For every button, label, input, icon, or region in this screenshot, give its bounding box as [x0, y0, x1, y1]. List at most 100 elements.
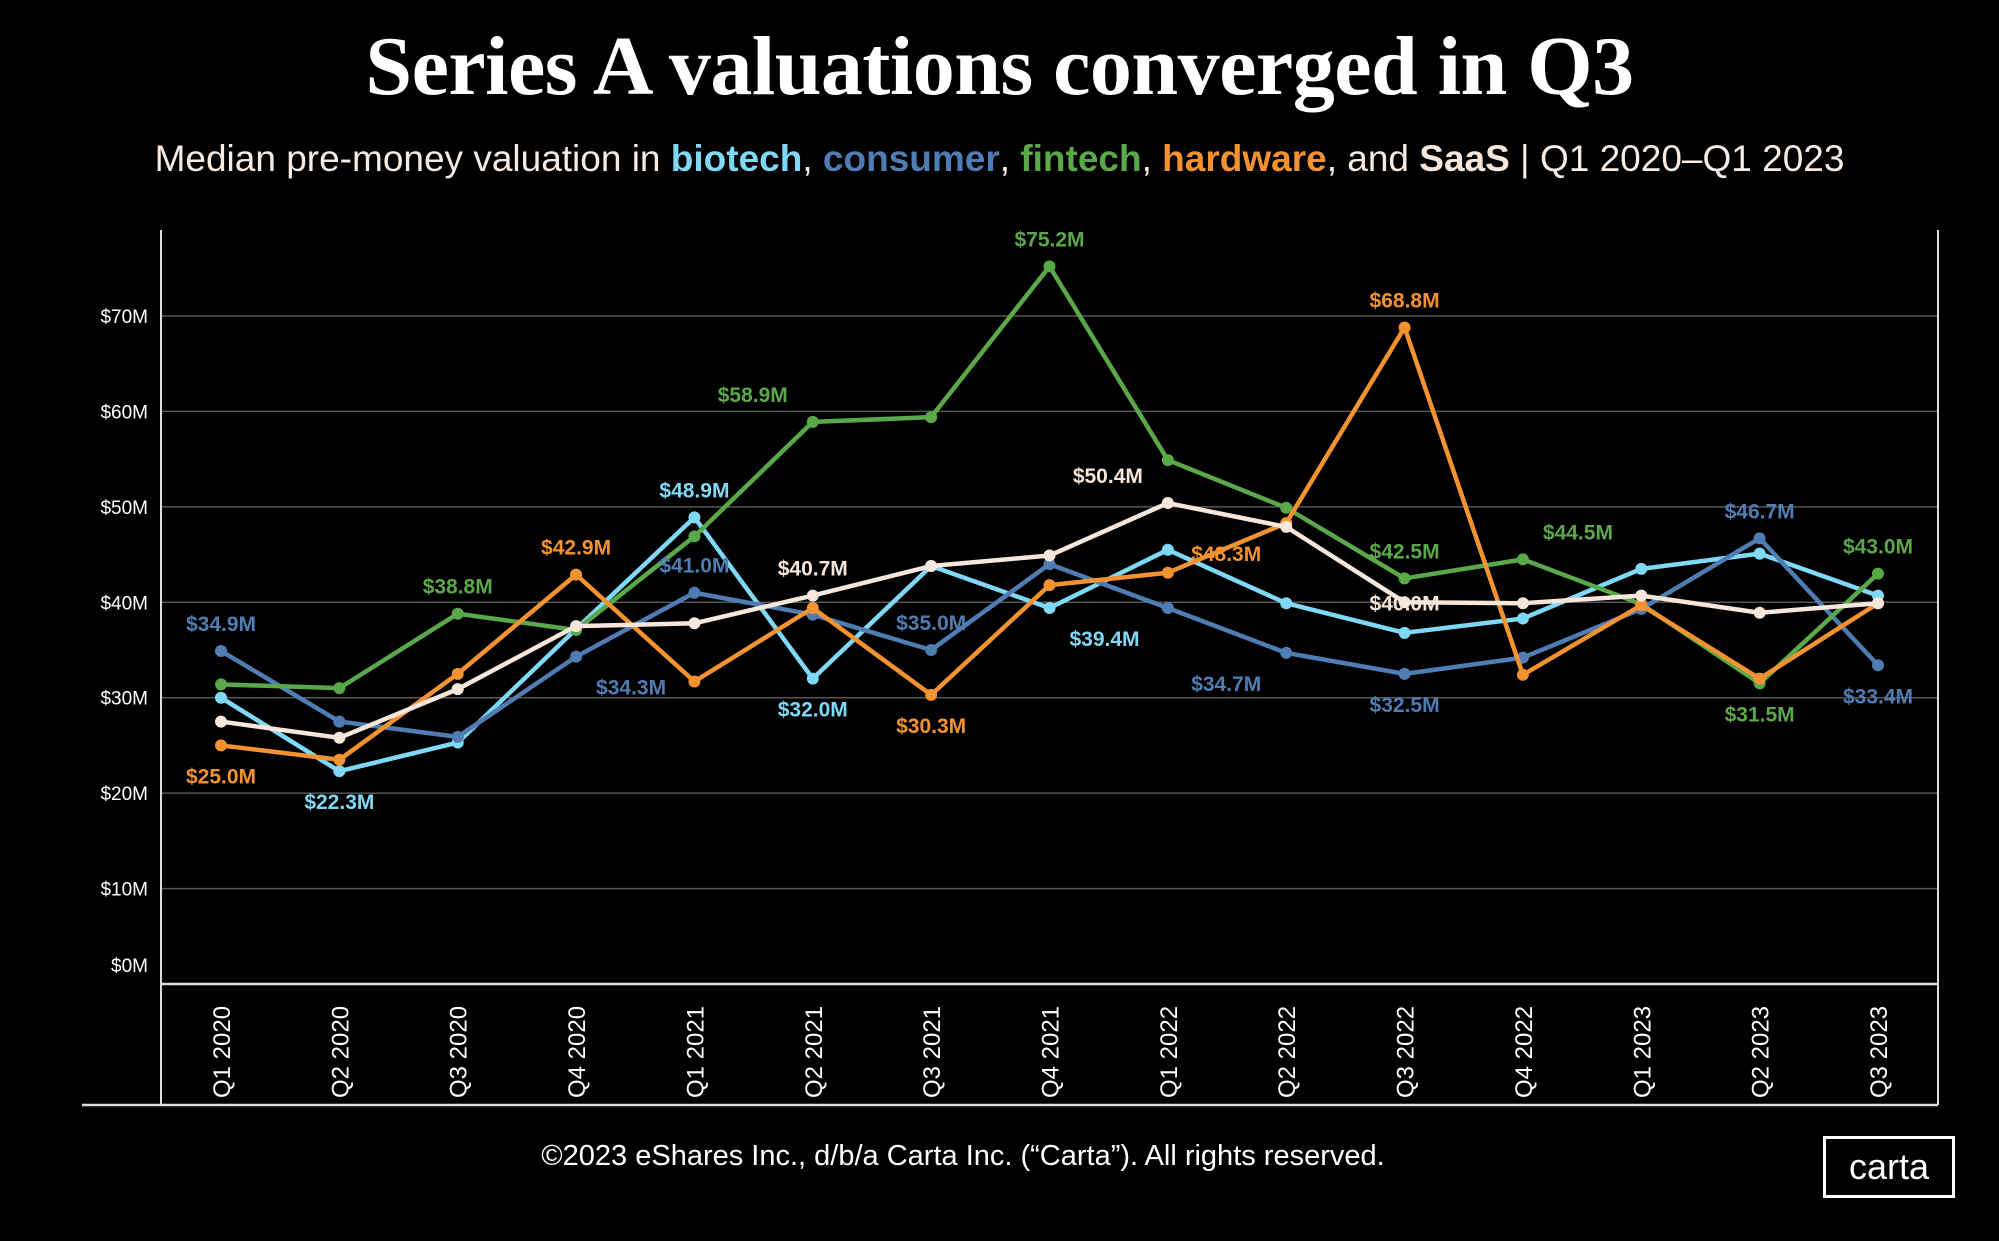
data-point-fintech	[451, 607, 464, 620]
data-point-consumer	[215, 644, 227, 657]
data-point-hardware	[333, 753, 346, 766]
data-point-hardware	[451, 667, 464, 680]
data-point-biotech	[688, 511, 701, 524]
subtitle-consumer: consumer	[822, 138, 1000, 179]
data-label-fintech: $75.2M	[1014, 228, 1084, 251]
data-label-fintech: $42.5M	[1370, 540, 1440, 563]
data-point-saas	[451, 683, 464, 696]
data-point-hardware	[925, 688, 938, 701]
data-point-saas	[1043, 549, 1056, 562]
x-tick-label: Q4 2022	[1511, 1006, 1538, 1098]
data-point-consumer	[333, 715, 346, 728]
data-point-biotech	[1753, 547, 1766, 560]
data-point-saas	[1872, 597, 1884, 610]
subtitle-sep: ,	[999, 138, 1021, 179]
x-tick-label: Q3 2022	[1393, 1006, 1420, 1098]
data-label-biotech: $22.3M	[304, 791, 374, 814]
data-point-fintech	[333, 682, 346, 695]
carta-logo: carta	[1823, 1136, 1955, 1198]
data-point-hardware	[1635, 599, 1648, 612]
data-label-biotech: $48.9M	[659, 479, 729, 502]
x-tick-label: Q1 2022	[1156, 1006, 1183, 1098]
chart-subtitle: Median pre-money valuation in biotech, c…	[0, 138, 1999, 180]
data-point-saas	[570, 620, 583, 633]
data-point-consumer	[1398, 667, 1411, 680]
data-point-biotech	[1280, 597, 1293, 610]
data-label-saas: $50.4M	[1073, 465, 1143, 488]
data-label-hardware: $30.3M	[896, 715, 966, 738]
data-point-hardware	[1753, 672, 1766, 685]
data-point-consumer	[1280, 646, 1293, 659]
data-label-saas: $40.0M	[1370, 592, 1440, 615]
subtitle-suffix: | Q1 2020–Q1 2023	[1509, 138, 1845, 179]
data-label-biotech: $39.4M	[1069, 628, 1139, 651]
data-point-consumer	[1161, 602, 1174, 615]
data-point-hardware	[1043, 579, 1056, 592]
data-point-consumer	[925, 644, 938, 656]
series-line-hardware	[220, 325, 1880, 762]
series-line-fintech	[220, 264, 1880, 691]
data-point-fintech	[688, 530, 701, 543]
data-point-hardware	[806, 602, 819, 615]
data-point-saas	[333, 731, 346, 744]
data-point-saas	[1161, 497, 1174, 510]
data-label-fintech: $38.8M	[423, 576, 493, 599]
subtitle-sep: ,	[1141, 138, 1163, 179]
data-label-consumer: $34.9M	[186, 613, 256, 636]
x-tick-label: Q3 2021	[919, 1006, 946, 1098]
data-point-biotech	[1043, 602, 1056, 615]
data-label-biotech: $32.0M	[778, 699, 848, 722]
x-tick-label: Q2 2021	[801, 1006, 828, 1098]
data-point-saas	[1398, 596, 1411, 609]
chart-title: Series A valuations converged in Q3	[365, 20, 1634, 113]
data-point-biotech	[1516, 612, 1529, 625]
data-point-biotech	[1398, 626, 1411, 639]
data-label-fintech: $43.0M	[1843, 536, 1913, 559]
data-point-fintech	[215, 678, 227, 691]
x-tick-label: Q4 2020	[564, 1006, 591, 1098]
data-point-fintech	[1872, 567, 1884, 580]
subtitle-biotech: biotech	[670, 138, 803, 179]
data-label-fintech: $58.9M	[718, 384, 788, 407]
x-tick-label: Q1 2023	[1629, 1006, 1656, 1098]
y-tick-label: $60M	[100, 402, 148, 423]
y-tick-label: $40M	[100, 593, 148, 614]
data-point-saas	[925, 560, 938, 573]
data-point-fintech	[1043, 260, 1056, 273]
data-point-saas	[1635, 589, 1648, 602]
data-point-biotech	[806, 672, 819, 685]
data-point-hardware	[215, 739, 227, 752]
y-tick-label: $30M	[100, 689, 148, 710]
subtitle-saas: SaaS	[1419, 138, 1510, 179]
data-label-consumer: $34.7M	[1191, 673, 1261, 696]
data-point-fintech	[1280, 501, 1293, 514]
data-label-consumer: $32.5M	[1370, 694, 1440, 717]
y-tick-label: $50M	[100, 498, 148, 519]
data-point-consumer	[1043, 558, 1056, 571]
subtitle-prefix: Median pre-money valuation in	[154, 138, 671, 179]
data-label-hardware: $68.8M	[1370, 289, 1440, 312]
data-label-consumer: $35.0M	[896, 612, 966, 635]
data-point-saas	[1516, 597, 1529, 610]
data-point-consumer	[451, 730, 464, 743]
series-line-saas	[220, 500, 1879, 741]
data-label-consumer: $34.3M	[596, 677, 666, 700]
y-tick-label: $10M	[100, 880, 148, 901]
data-point-saas	[806, 589, 819, 602]
x-tick-label: Q2 2023	[1748, 1006, 1775, 1098]
data-label-consumer: $46.7M	[1725, 500, 1795, 523]
subtitle-fintech: fintech	[1020, 138, 1142, 179]
y-tick-label: $70M	[100, 307, 148, 328]
data-label-hardware: $25.0M	[186, 765, 256, 788]
subtitle-sep: , and	[1326, 138, 1420, 179]
x-tick-label: Q4 2021	[1038, 1006, 1065, 1098]
data-point-saas	[1280, 520, 1293, 533]
subtitle-sep: ,	[802, 138, 823, 179]
data-label-saas: $40.7M	[778, 558, 848, 581]
x-tick-label: Q3 2023	[1866, 1006, 1893, 1098]
data-point-fintech	[1161, 454, 1174, 467]
data-point-hardware	[688, 675, 701, 688]
data-point-hardware	[1516, 668, 1529, 681]
